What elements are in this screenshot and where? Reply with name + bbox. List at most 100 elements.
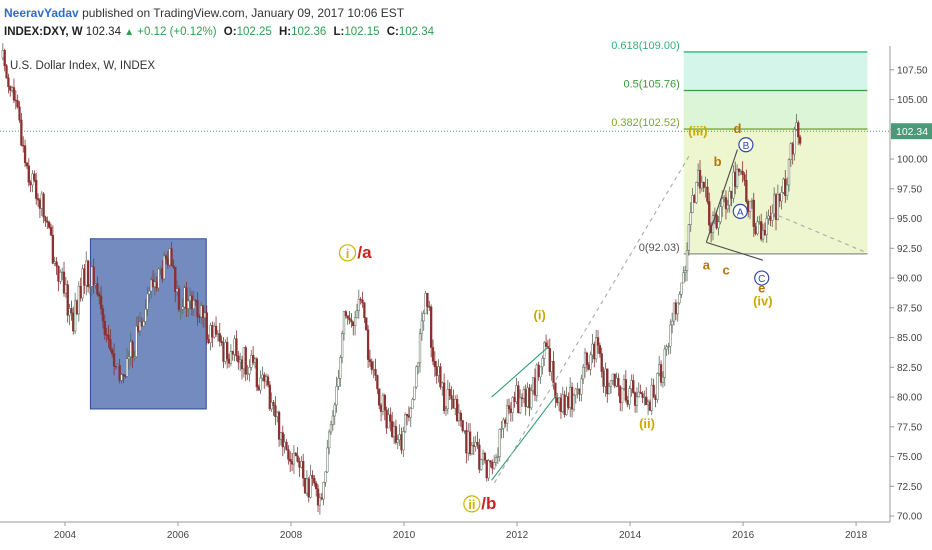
candle-body: [787, 159, 791, 186]
candle-body: [313, 478, 316, 484]
candle-body: [739, 170, 742, 173]
candle-body: [309, 474, 312, 498]
candle-body: [494, 457, 498, 463]
candle-body: [785, 184, 789, 196]
candle-body: [150, 279, 153, 292]
candle-body: [520, 397, 524, 399]
candle-body: [209, 325, 212, 343]
x-tick-label: 2012: [506, 530, 529, 541]
y-tick-label: 105.00: [897, 95, 928, 106]
candle-body: [27, 165, 30, 183]
publish-info: published on TradingView.com, January 09…: [82, 6, 405, 20]
candle-body: [467, 431, 470, 454]
candle-body: [552, 361, 555, 384]
candle-body: [248, 366, 251, 375]
candle-body: [602, 371, 605, 387]
candle-body: [530, 390, 533, 409]
candle-body: [357, 298, 360, 311]
candle-body: [62, 271, 66, 294]
candle-body: [522, 389, 525, 399]
candle-body: [459, 412, 462, 421]
candle-body: [726, 204, 729, 210]
candle-body: [517, 385, 520, 413]
candle-body: [107, 334, 110, 340]
candle-body: [211, 325, 214, 338]
candle-body: [318, 497, 322, 506]
candle-body: [665, 346, 668, 350]
candle-body: [695, 182, 698, 203]
candle-body: [776, 194, 780, 220]
candle-body: [442, 382, 446, 411]
candle-body: [735, 168, 739, 187]
candle-body: [272, 402, 275, 406]
candle-body: [724, 197, 728, 210]
candle-body: [142, 321, 145, 327]
candle-body: [18, 106, 21, 121]
candle-body: [22, 145, 25, 147]
y-tick-label: 97.50: [897, 184, 922, 195]
candle-body: [761, 229, 765, 240]
candle-body: [99, 295, 103, 310]
candle-body: [656, 373, 659, 400]
candle-body: [643, 396, 646, 399]
candle-body: [758, 221, 761, 223]
candle-body: [131, 341, 134, 358]
candle-body: [745, 180, 748, 202]
candle-body: [485, 459, 488, 479]
channel-upper-line: [491, 346, 549, 398]
candle-body: [125, 358, 129, 377]
projection-line-down: [771, 212, 868, 254]
candle-body: [481, 452, 485, 461]
candle-body: [667, 345, 670, 348]
low-label: L:: [333, 26, 345, 38]
close-label: C:: [386, 26, 399, 38]
candle-body: [537, 364, 540, 378]
candle-body: [418, 333, 422, 364]
candle-body: [700, 181, 703, 189]
candle-body: [170, 248, 173, 266]
candle-body: [372, 369, 375, 371]
candle-body: [190, 295, 194, 309]
candle-body: [620, 388, 624, 403]
candle-body: [98, 294, 101, 297]
y-tick-label: 95.00: [897, 214, 922, 225]
candle-body: [585, 352, 589, 366]
candle-body: [127, 356, 131, 360]
candle-body: [750, 199, 754, 202]
wave-label: /a: [357, 243, 372, 262]
fib-zone-bottom: [683, 129, 868, 254]
candle-body: [279, 432, 283, 440]
candle-body: [628, 388, 631, 405]
candle-body: [650, 384, 653, 411]
candle-body: [572, 394, 576, 410]
candle-body: [404, 413, 407, 432]
author-link[interactable]: NeeravYadav: [4, 6, 79, 20]
candle-body: [220, 340, 223, 343]
candle-body: [346, 315, 349, 319]
candle-body: [70, 308, 73, 314]
candle-body: [368, 359, 372, 362]
wave-circle-marker: [732, 203, 748, 220]
candle-body: [224, 341, 227, 362]
candle-body: [316, 488, 320, 506]
candle-body: [730, 190, 733, 199]
candle-body: [422, 313, 425, 322]
candle-body: [263, 374, 266, 382]
candle-body: [587, 364, 590, 370]
candle-body: [276, 411, 279, 418]
candle-body: [114, 365, 118, 368]
candle-body: [333, 404, 336, 417]
candle-body: [635, 396, 639, 406]
candle-body: [73, 300, 77, 332]
candle-body: [177, 288, 181, 310]
candle-body: [722, 197, 726, 200]
candle-body: [570, 386, 574, 410]
candle-body: [7, 77, 10, 87]
candle-body: [409, 408, 412, 418]
candle-body: [474, 441, 477, 447]
candle-body: [23, 145, 27, 163]
candle-body: [685, 250, 689, 271]
candle-body: [379, 405, 383, 412]
candle-body: [274, 405, 277, 418]
